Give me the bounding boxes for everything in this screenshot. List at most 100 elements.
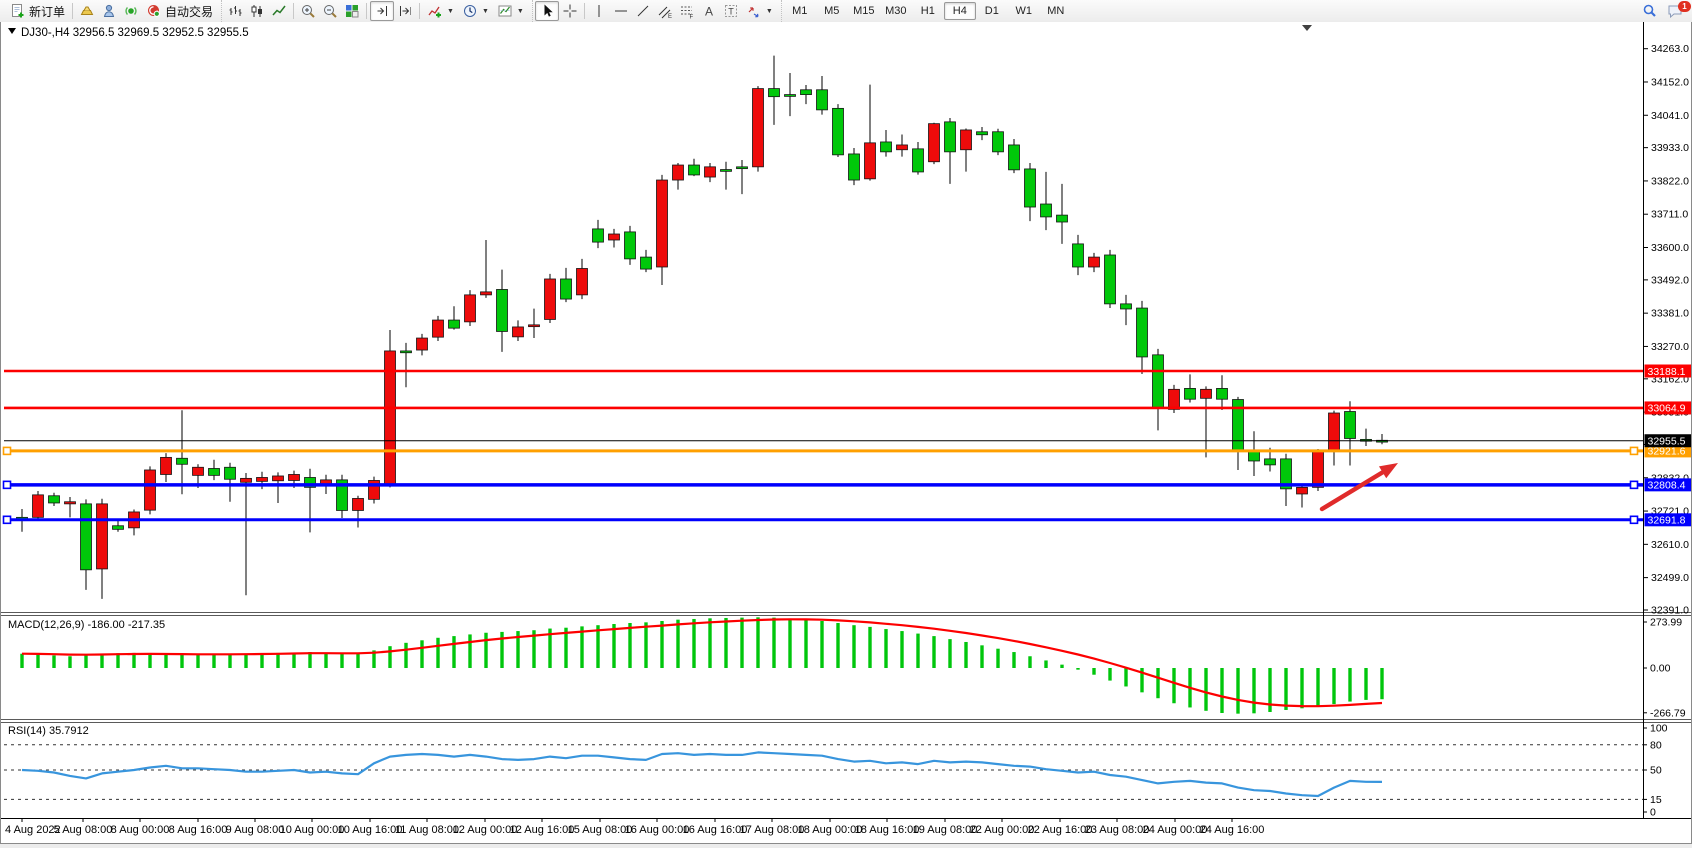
arrow-shaft[interactable]: [1319, 467, 1389, 512]
chat-button[interactable]: 1: [1664, 1, 1691, 21]
equidistant-channel-button[interactable]: E: [654, 1, 676, 21]
bear-candle: [736, 166, 748, 170]
bear-candle: [720, 169, 732, 172]
bear-candle: [1104, 254, 1116, 305]
time-label: 23 Aug 08:00: [1085, 824, 1150, 836]
cursor-button[interactable]: [534, 1, 559, 21]
candlesticks: [16, 55, 1388, 599]
bear-candle: [448, 319, 460, 329]
chart-type-group: ▼ ▼ ▼: [221, 0, 530, 22]
price-label-box: [1644, 364, 1692, 378]
chart-canvas[interactable]: 34263.0 34152.0 34041.0 33933.0 33822.0 33711…: [1, 22, 1692, 843]
bear-candle: [1344, 411, 1356, 439]
price-label-text: 33188.1: [1648, 366, 1686, 378]
drawing-tools-group: E F A T ▼: [531, 0, 779, 22]
timeframe-m1[interactable]: M1: [792, 5, 808, 17]
timeframe-m15[interactable]: M15: [853, 5, 875, 17]
timeframe-m5[interactable]: M5: [824, 5, 840, 17]
text-label-button[interactable]: T: [720, 1, 742, 21]
separator: [293, 3, 295, 19]
chat-badge: 1: [1678, 1, 1691, 12]
svg-text:F: F: [689, 15, 693, 20]
bear-candle: [768, 88, 780, 98]
new-order-button[interactable]: 新订单: [6, 1, 69, 21]
signals-button[interactable]: [120, 1, 142, 21]
autotrading-button[interactable]: 自动交易: [142, 1, 217, 21]
time-label: 16 Aug 16:00: [683, 824, 748, 836]
zoom-in-icon: [302, 5, 315, 18]
bear-candle: [816, 89, 828, 111]
timeframe-mn[interactable]: MN: [1047, 5, 1065, 17]
autotrading-icon: [148, 5, 160, 17]
price-label-text: 32921.6: [1648, 446, 1686, 458]
dropdown-caret-icon: ▼: [765, 7, 773, 15]
templates-button[interactable]: ▼: [493, 1, 528, 21]
bear-candle: [1248, 450, 1260, 462]
trendline-button[interactable]: [632, 1, 654, 21]
crosshair-button[interactable]: [559, 1, 581, 21]
market-watch-button[interactable]: [76, 1, 98, 21]
time-label: 11 Aug 08:00: [395, 824, 459, 836]
text-button[interactable]: A: [698, 1, 720, 21]
time-label: 24 Aug 16:00: [1200, 824, 1265, 836]
bar-chart-icon: [229, 6, 242, 16]
panel-labels: DJ30-,H4 32956.5 32969.5 32952.5 32955.5…: [8, 25, 1312, 737]
bear-candle: [400, 350, 412, 354]
vertical-line-button[interactable]: [588, 1, 610, 21]
timeframe-h4[interactable]: H4: [943, 2, 976, 20]
timeframe-h1[interactable]: H1: [920, 5, 935, 17]
timeframe-w1[interactable]: W1: [1015, 5, 1033, 17]
bear-candle: [496, 289, 508, 332]
tile-windows-button[interactable]: [341, 1, 363, 21]
annotations[interactable]: [1319, 463, 1398, 512]
auto-scroll-button[interactable]: [394, 1, 416, 21]
accounts-button[interactable]: [98, 1, 120, 21]
periods-button[interactable]: ▼: [458, 1, 493, 21]
indicators-button[interactable]: ▼: [423, 1, 458, 21]
bull-candle: [32, 494, 44, 518]
dropdown-caret-icon: ▼: [516, 7, 524, 15]
line-handle: [2, 446, 12, 456]
bear-candle: [1184, 388, 1196, 400]
fibonacci-button[interactable]: F: [676, 1, 698, 21]
price-tick-label: 33711.0: [1651, 209, 1688, 221]
bear-candle: [688, 164, 700, 176]
time-label: 18 Aug 16:00: [855, 824, 920, 836]
time-label: 15 Aug 08:00: [568, 824, 633, 836]
bear-candle: [1280, 458, 1292, 490]
timeframe-d1[interactable]: D1: [984, 5, 999, 17]
chart-window[interactable]: 34263.0 34152.0 34041.0 33933.0 33822.0 33711…: [0, 22, 1692, 844]
bull-candle: [64, 501, 76, 505]
candlestick-chart-button[interactable]: [246, 1, 268, 21]
horizontal-lines[interactable]: [2, 369, 1644, 525]
clock-icon: [463, 5, 476, 17]
chart-shift-button[interactable]: [370, 1, 395, 21]
main-toolbar: 新订单 自动交易 ▼ ▼ ▼ E F A T: [0, 0, 1692, 23]
zoom-out-button[interactable]: [319, 1, 341, 21]
bear-candle: [176, 457, 188, 465]
price-tick-label: 33270.0: [1651, 341, 1689, 353]
bear-candle: [1072, 243, 1084, 268]
timeframe-m30[interactable]: M30: [885, 5, 907, 17]
candlestick-chart-icon: [251, 5, 263, 17]
separator: [72, 3, 74, 19]
line-chart-button[interactable]: [268, 1, 290, 21]
fibonacci-icon: F: [680, 6, 693, 20]
bear-candle: [1120, 303, 1132, 310]
text-label-icon: T: [724, 5, 737, 17]
price-tick-label: 32610.0: [1651, 539, 1689, 551]
bear-candle: [1152, 354, 1164, 409]
price-tick-label: 32499.0: [1651, 572, 1689, 584]
bar-chart-button[interactable]: [224, 1, 246, 21]
bear-candle: [624, 231, 636, 260]
horizontal-line-button[interactable]: [610, 1, 632, 21]
bull-candle: [192, 466, 204, 476]
cursor-icon: [544, 4, 553, 17]
bear-candle: [1024, 168, 1036, 208]
time-label: 4 Aug 2022: [5, 824, 61, 836]
zoom-in-button[interactable]: [297, 1, 319, 21]
search-button[interactable]: [1638, 1, 1660, 21]
arrows-button[interactable]: ▼: [742, 1, 777, 21]
price-tick-label: 33381.0: [1651, 308, 1689, 320]
